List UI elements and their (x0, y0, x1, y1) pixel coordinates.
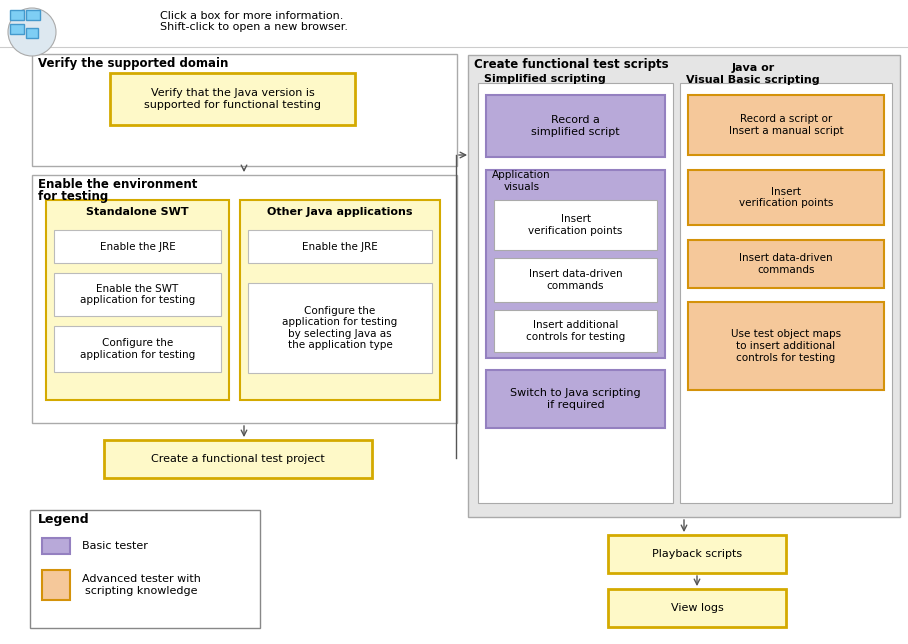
Bar (688, 240, 884, 288)
Bar (688, 302, 884, 390)
Bar (486, 95, 665, 157)
Text: Configure the
application for testing: Configure the application for testing (80, 338, 195, 360)
Text: Click a box for more information.: Click a box for more information. (160, 11, 343, 21)
Text: Verify that the Java version is
supported for functional testing: Verify that the Java version is supporte… (144, 88, 321, 109)
Bar (608, 535, 786, 573)
Bar (42, 538, 70, 554)
Bar (42, 570, 70, 600)
Bar (32, 175, 457, 423)
Bar (54, 273, 221, 316)
Bar (32, 54, 457, 166)
Bar (680, 83, 892, 503)
Text: Record a script or
Insert a manual script: Record a script or Insert a manual scrip… (729, 114, 844, 136)
Text: Switch to Java scripting
if required: Switch to Java scripting if required (510, 388, 641, 410)
Text: Java or
Visual Basic scripting: Java or Visual Basic scripting (686, 63, 820, 85)
Bar (240, 200, 440, 400)
Bar (486, 370, 665, 428)
Bar (26, 28, 38, 38)
Bar (478, 83, 673, 503)
Bar (10, 10, 24, 20)
Text: Legend: Legend (38, 513, 90, 527)
Text: Shift-click to open a new browser.: Shift-click to open a new browser. (160, 22, 348, 32)
Text: for testing: for testing (38, 189, 108, 202)
Text: Insert
verification points: Insert verification points (528, 214, 623, 236)
Bar (30, 510, 260, 628)
Text: Basic tester: Basic tester (82, 541, 148, 551)
Text: Insert
verification points: Insert verification points (739, 187, 834, 208)
Bar (688, 95, 884, 155)
Text: View logs: View logs (671, 603, 724, 613)
Bar (248, 230, 432, 263)
Bar (46, 200, 229, 400)
Text: Insert data-driven
commands: Insert data-driven commands (528, 269, 622, 291)
Text: Create functional test scripts: Create functional test scripts (474, 57, 668, 70)
Text: Create a functional test project: Create a functional test project (151, 454, 325, 464)
Bar (104, 440, 372, 478)
Text: Enable the SWT
application for testing: Enable the SWT application for testing (80, 284, 195, 305)
Text: Standalone SWT: Standalone SWT (86, 207, 189, 217)
Text: Insert data-driven
commands: Insert data-driven commands (739, 253, 833, 275)
Bar (10, 24, 24, 34)
Text: Enable the JRE: Enable the JRE (100, 242, 175, 252)
Bar (26, 10, 40, 20)
Bar (110, 73, 355, 125)
Bar (54, 230, 221, 263)
Text: Advanced tester with
scripting knowledge: Advanced tester with scripting knowledge (82, 574, 201, 596)
Bar (494, 200, 657, 250)
Text: Record a
simplified script: Record a simplified script (531, 115, 620, 137)
Bar (608, 589, 786, 627)
Bar (494, 310, 657, 352)
Text: Simplified scripting: Simplified scripting (484, 74, 606, 84)
Text: Other Java applications: Other Java applications (267, 207, 413, 217)
Text: Insert additional
controls for testing: Insert additional controls for testing (526, 320, 625, 342)
Circle shape (8, 8, 56, 56)
Bar (54, 326, 221, 372)
Text: Application
visuals: Application visuals (492, 170, 550, 192)
Text: Enable the environment: Enable the environment (38, 178, 197, 191)
Text: Enable the JRE: Enable the JRE (302, 242, 378, 252)
Bar (688, 170, 884, 225)
Bar (494, 258, 657, 302)
Bar (468, 55, 900, 517)
Bar (486, 170, 665, 358)
Text: Configure the
application for testing
by selecting Java as
the application type: Configure the application for testing by… (282, 306, 398, 350)
Bar (248, 283, 432, 373)
Text: Verify the supported domain: Verify the supported domain (38, 57, 229, 70)
Text: Use test object maps
to insert additional
controls for testing: Use test object maps to insert additiona… (731, 329, 841, 363)
Text: Playback scripts: Playback scripts (652, 549, 742, 559)
